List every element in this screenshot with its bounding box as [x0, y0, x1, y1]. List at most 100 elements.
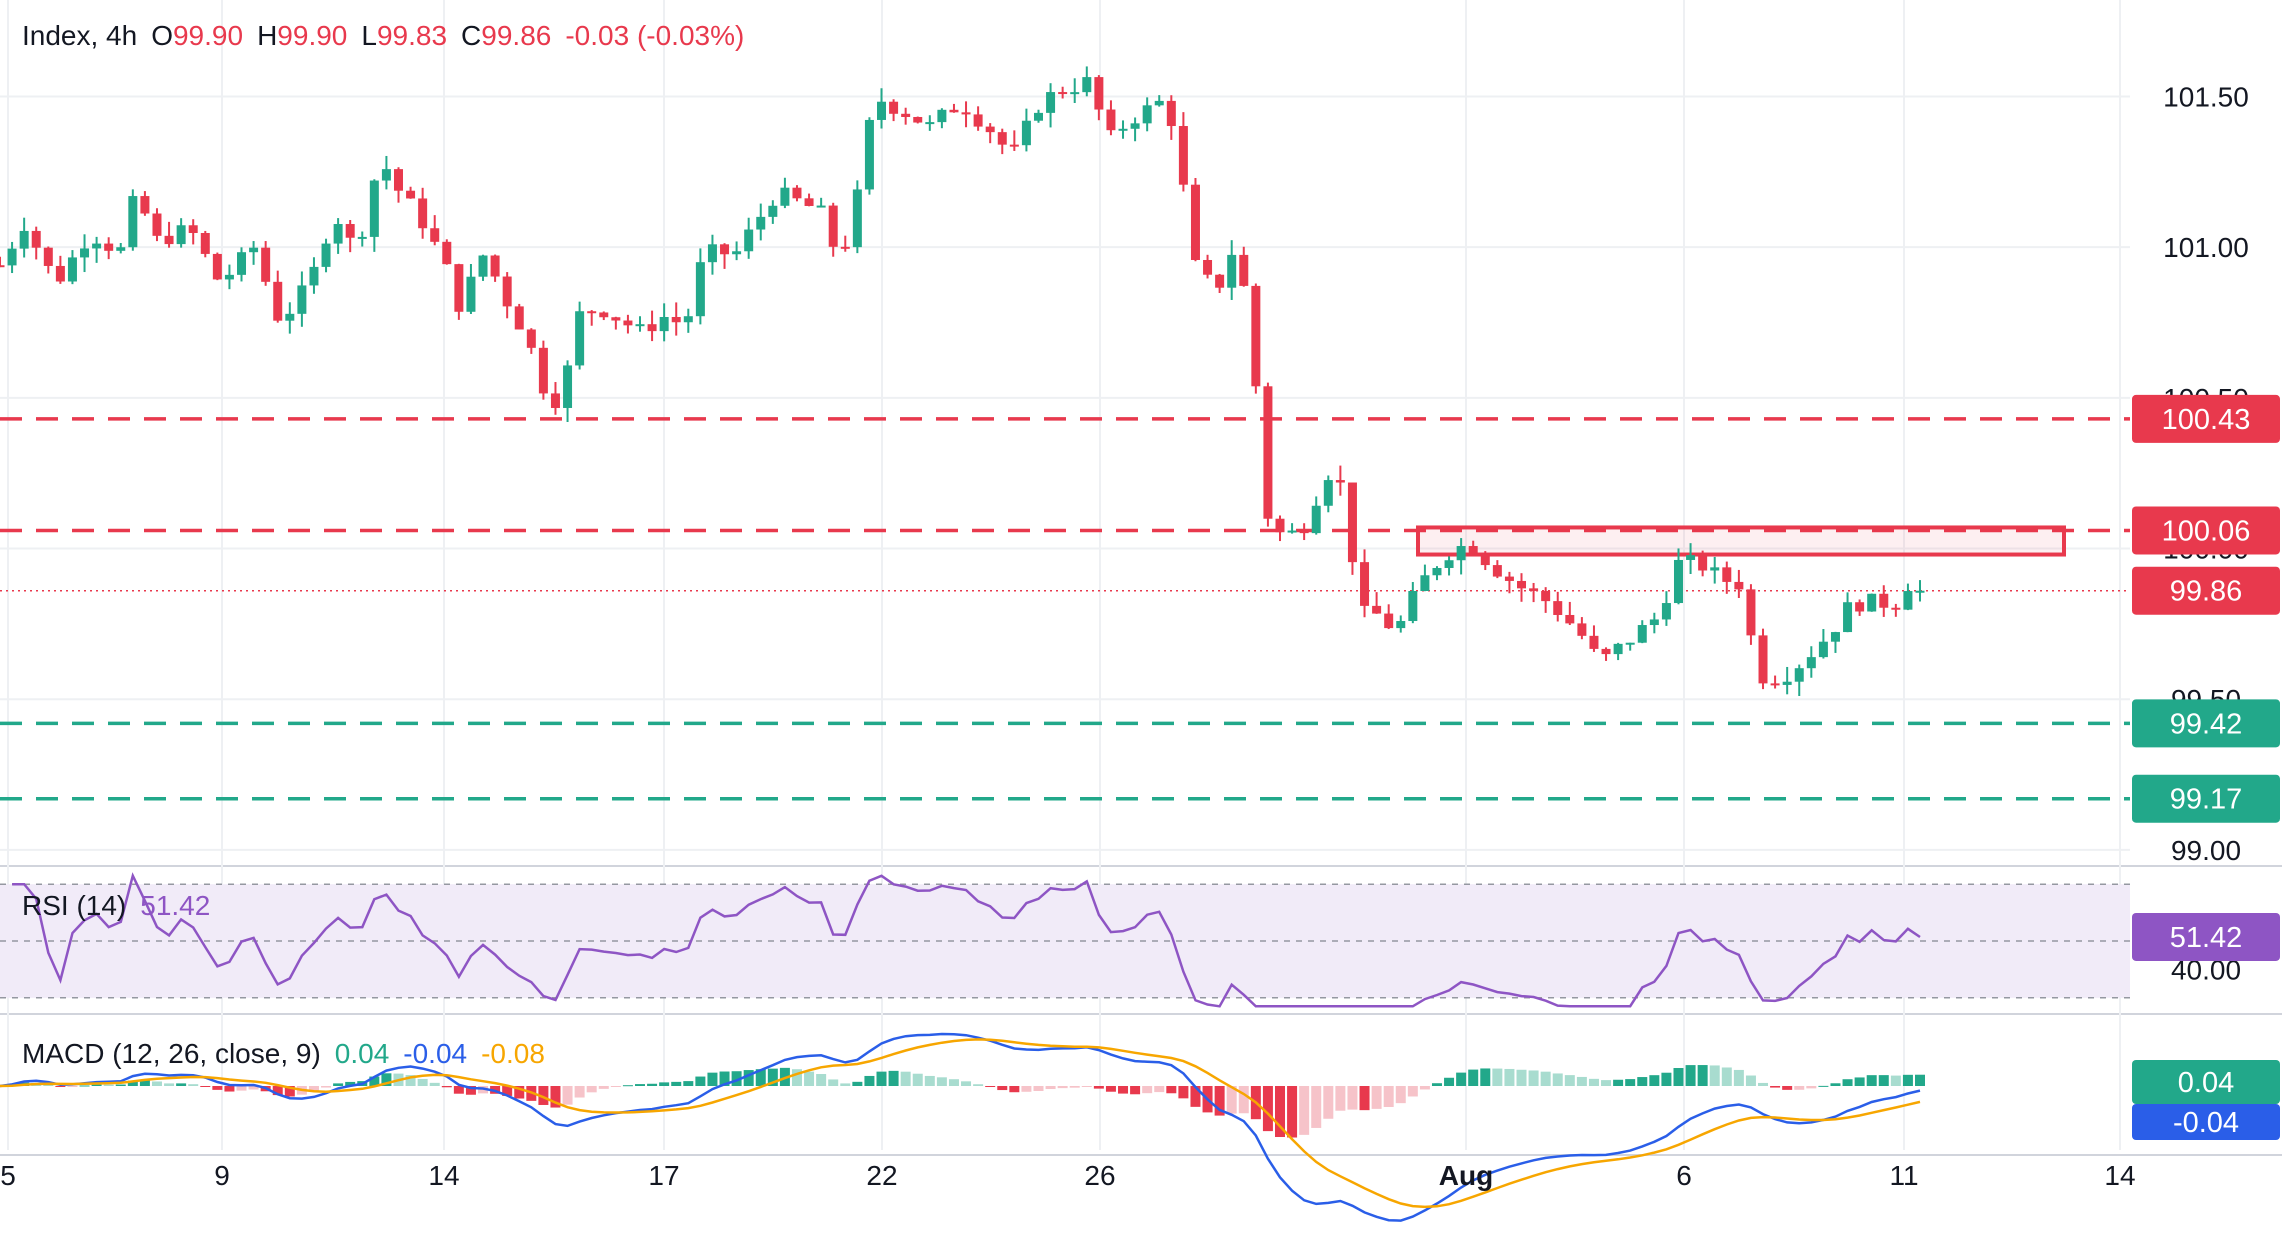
macd-histogram-bar: [115, 1084, 126, 1086]
macd-histogram-bar: [1733, 1069, 1744, 1086]
macd-histogram-bar: [1915, 1074, 1925, 1086]
candle-up: [1021, 120, 1031, 146]
macd-histogram-bar: [55, 1086, 66, 1087]
candle-up: [321, 243, 331, 267]
candle-up: [1915, 590, 1925, 593]
candle-down: [1178, 126, 1188, 185]
candle-down: [212, 253, 222, 280]
macd-histogram-bar: [767, 1068, 778, 1086]
candle-up: [1311, 505, 1321, 534]
time-tick-label: 14: [2104, 1160, 2135, 1191]
candle-down: [840, 246, 850, 249]
macd-histogram-bar: [176, 1083, 187, 1086]
macd-histogram-bar: [1395, 1086, 1406, 1104]
candle-up: [1033, 112, 1043, 121]
macd-histogram-bar: [429, 1082, 440, 1086]
macd-pane: [0, 1032, 1925, 1222]
candle-down: [1251, 285, 1261, 387]
candle-up: [1637, 625, 1647, 643]
macd-histogram-bar: [1480, 1068, 1491, 1086]
macd-histogram-bar: [659, 1082, 670, 1086]
time-axis[interactable]: 5 9 14 17 22 26 Aug 6 11 14: [0, 1160, 2135, 1191]
candle-down: [345, 224, 355, 238]
resistance-zone: [1416, 525, 2066, 557]
macd-histogram-bar: [1504, 1068, 1515, 1086]
macd-histogram-bar: [1456, 1072, 1467, 1086]
macd-histogram-bar: [912, 1073, 923, 1086]
rsi-pane: [0, 872, 2130, 1008]
candle-down: [1879, 593, 1889, 608]
candle-up: [1154, 100, 1164, 106]
price-tick-label: 101.50: [2163, 81, 2249, 112]
price-level-label: 99.17: [2170, 784, 2243, 816]
time-tick-label: 6: [1676, 1160, 1692, 1191]
candle-up: [744, 229, 754, 252]
macd-histogram-bar: [1685, 1065, 1696, 1086]
candle-down: [1190, 184, 1200, 260]
candle-down: [1009, 144, 1019, 147]
candle-down: [490, 255, 500, 277]
macd-histogram-bar: [1311, 1086, 1322, 1128]
candle-down: [1347, 482, 1357, 563]
macd-histogram-bar: [1359, 1086, 1370, 1111]
time-tick-label: 22: [866, 1160, 897, 1191]
candle-down: [913, 116, 923, 123]
candle-up: [333, 224, 343, 244]
candle-up: [575, 311, 585, 366]
macd-histogram-bar: [961, 1081, 972, 1086]
candle-up: [864, 119, 874, 190]
macd-label: MACD (12, 26, close, 9): [22, 1038, 321, 1069]
candle-up: [285, 313, 295, 321]
low-label: L: [361, 20, 377, 51]
close-value: 99.86: [481, 20, 552, 51]
open-value: 99.90: [172, 20, 244, 51]
macd-histogram-bar: [1275, 1086, 1285, 1138]
candle-down: [901, 113, 911, 117]
candle-up: [1830, 632, 1840, 642]
price-level-badge: [2132, 394, 2280, 443]
rsi-line: [12, 872, 1921, 1008]
candle-up: [1130, 123, 1140, 129]
candle-down: [1529, 588, 1539, 591]
candle-down: [1239, 254, 1249, 286]
candle-down: [973, 114, 983, 127]
macd-histogram-bar: [562, 1086, 573, 1105]
candle-down: [1335, 480, 1345, 483]
candle-down: [406, 190, 416, 199]
candle-down: [1360, 562, 1370, 606]
macd-histogram-bar: [1130, 1086, 1141, 1095]
candle-up: [937, 109, 947, 123]
candle-down: [164, 235, 174, 245]
macd-histogram-bar: [514, 1086, 525, 1099]
macd-histogram-bar: [405, 1075, 416, 1086]
candle-down: [31, 230, 41, 248]
macd-histogram-bar: [755, 1069, 766, 1086]
macd-histogram-bar: [1552, 1073, 1563, 1086]
candle-down: [587, 311, 597, 314]
candle-down: [430, 228, 440, 242]
price-axis[interactable]: 101.50101.00100.50100.0099.5099.00100.43…: [2132, 81, 2280, 1140]
macd-histogram-bar: [1613, 1079, 1624, 1086]
candle-up: [116, 247, 126, 251]
price-level-label: 99.42: [2170, 708, 2243, 740]
candle-up: [224, 274, 234, 280]
candle-down: [152, 213, 162, 236]
open-label: O: [151, 20, 173, 51]
macd-signal-line: [0, 1038, 1921, 1209]
candle-down: [889, 101, 899, 114]
macd-histogram-bar: [1866, 1075, 1877, 1086]
price-level-badge: [2132, 774, 2280, 823]
macd-histogram-bar: [1057, 1086, 1068, 1089]
macd-histogram-bar: [1262, 1086, 1273, 1132]
macd-histogram-bar: [900, 1071, 911, 1086]
candle-up: [1408, 590, 1418, 622]
rsi-legend: RSI (14) 51.42: [22, 890, 210, 922]
macd-histogram-bar: [1745, 1075, 1756, 1086]
time-tick-label: 14: [428, 1160, 459, 1191]
macd-histogram-bar: [586, 1086, 597, 1093]
candle-down: [1203, 259, 1213, 275]
candle-down: [454, 264, 464, 312]
macd-histogram-bar: [598, 1086, 609, 1089]
macd-histogram-bar: [1661, 1072, 1672, 1086]
